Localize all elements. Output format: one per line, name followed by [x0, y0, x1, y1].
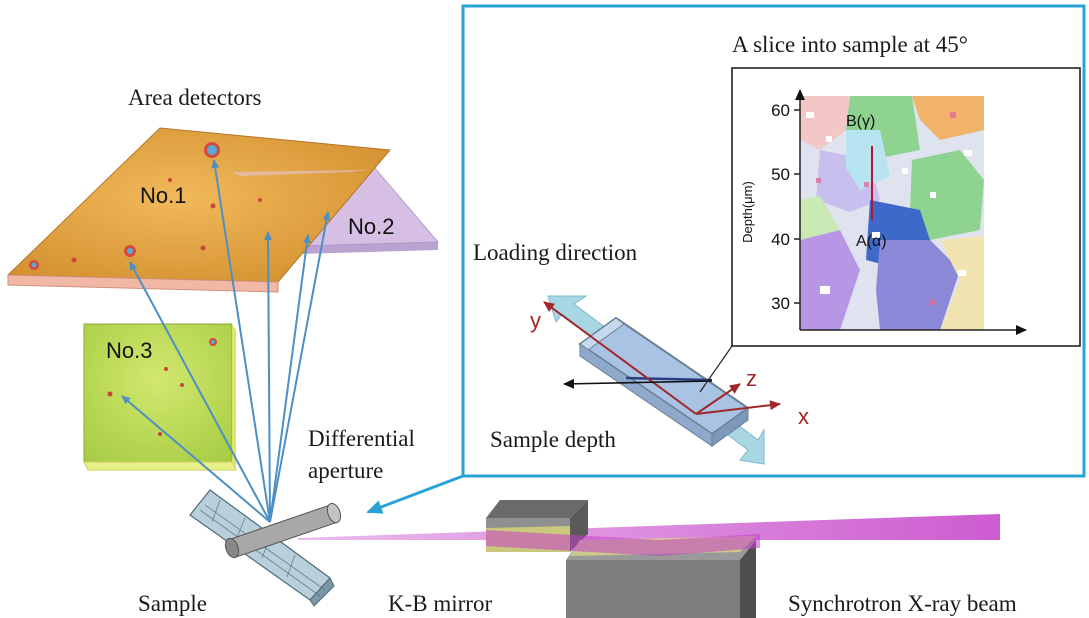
ray-6 — [121, 395, 271, 523]
tick-label-30: 30 — [771, 294, 790, 313]
z-axis-arrow — [695, 383, 741, 415]
axis-label-z: z — [746, 366, 757, 391]
xray-beam — [298, 514, 1000, 540]
differential-aperture-label-2: aperture — [308, 458, 383, 483]
depth-map-inset: 60 50 40 30 Depth(μm) B(γ) A(α) — [699, 67, 1081, 393]
slice-title: A slice into sample at 45° — [732, 32, 968, 57]
axis-label-x: x — [798, 404, 809, 429]
axes-3d — [543, 301, 781, 415]
kb-mirror-label: K-B mirror — [388, 591, 492, 616]
detector-no3 — [83, 323, 237, 471]
y-axis-arrow — [543, 301, 697, 415]
kb-mirror — [486, 500, 760, 618]
ray-4 — [269, 234, 311, 523]
sample-depth-label: Sample depth — [490, 427, 616, 452]
ray-2 — [129, 261, 271, 523]
diffracted-rays — [121, 159, 331, 523]
synchrotron-label: Synchrotron X-ray beam — [788, 591, 1017, 616]
sample-depth-arrow — [563, 378, 713, 389]
no2-label: No.2 — [348, 214, 394, 239]
differential-aperture — [224, 502, 342, 559]
no3-label: No.3 — [106, 338, 152, 363]
ray-3 — [264, 231, 273, 523]
zoom-inset-frame — [366, 4, 1086, 514]
no1-label: No.1 — [140, 183, 186, 208]
ray-5 — [269, 211, 331, 523]
x-axis-arrow — [695, 400, 781, 415]
loading-direction-label: Loading direction — [473, 240, 638, 265]
grain-map — [800, 96, 984, 330]
tick-label-50: 50 — [771, 165, 790, 184]
area-detectors-label: Area detectors — [128, 85, 262, 110]
map-y-ticks — [794, 109, 800, 304]
tick-label-40: 40 — [771, 230, 790, 249]
point-b-label: B(γ) — [846, 113, 875, 130]
differential-aperture-label-1: Differential — [308, 426, 415, 451]
ray-1 — [211, 159, 271, 523]
sample-label: Sample — [138, 591, 207, 616]
sample-block-3d — [547, 295, 765, 465]
map-y-axis-label: Depth(μm) — [740, 181, 755, 243]
point-a-label: A(α) — [856, 233, 887, 250]
detector-no1 — [6, 127, 392, 293]
tick-label-60: 60 — [771, 101, 790, 120]
axis-label-y: y — [530, 308, 541, 333]
